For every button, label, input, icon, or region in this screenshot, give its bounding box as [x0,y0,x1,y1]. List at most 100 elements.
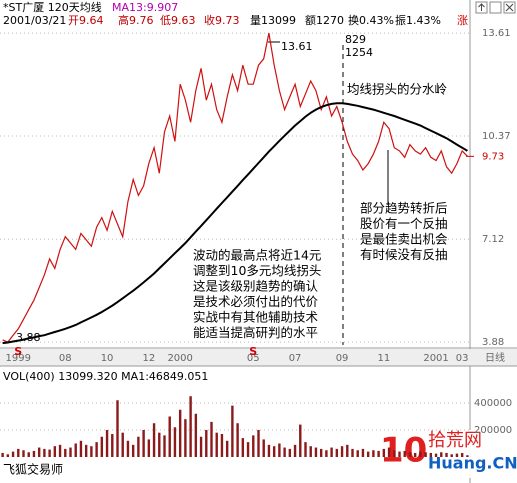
volume-bar [43,448,46,457]
date-band [0,349,517,366]
toolbar-button[interactable] [503,1,516,14]
price-line [2,32,468,343]
volume-bar [293,444,297,457]
volume-bar [215,432,218,457]
x-tick-label: 11 [377,353,390,364]
annotation: 调整到10多元均线拐头 [193,263,321,278]
watermark: 10 [380,431,427,471]
volume-bar [53,446,57,457]
volume-bar [450,454,453,457]
volume-bar [168,416,171,457]
annotation: 波动的最高点将近14元 [193,248,321,263]
quote-field: 换0.43% [348,13,394,27]
volume-bar [278,443,281,457]
volume-bar [325,450,328,457]
x-tick-label: 05 [247,353,260,364]
volume-bar [319,448,323,457]
volume-bar [387,447,391,457]
volume-bar [152,423,156,457]
volume-bar [116,400,119,457]
ma-label: MA13:9.907 [112,1,178,14]
volume-bar [356,450,359,457]
quote-field: 低9.63 [160,14,196,27]
volume-bar [194,413,198,457]
watermark: 拾荒网 [428,430,482,451]
volume-bar [32,450,36,457]
toolbar[interactable] [475,1,516,14]
volume-bar [6,454,10,457]
volume-bar [163,435,166,457]
volume-bar [64,448,67,457]
annotation: 有时候没有反抽 [360,247,448,262]
toolbar-button[interactable] [489,1,502,14]
event-marker: S [249,345,257,358]
volume-bar [434,453,438,457]
volume-bar [361,448,365,457]
volume-bar [27,452,30,457]
annotation: 股价有一个反抽 [360,216,448,231]
volume-bar [131,444,135,457]
volume-bar [377,450,380,457]
annotation: 能适当提高研判的水平 [193,325,318,340]
volume-bar [79,440,83,457]
volume-bar [178,409,182,457]
volume-bar [158,432,161,457]
volume-bar [272,446,276,457]
volume-bar [440,452,443,457]
x-tick-label: 03 [456,353,469,364]
y-tick-label: 10.37 [482,131,511,142]
volume-bar [413,452,417,457]
volume-bar [84,444,88,457]
volume-bar [126,440,130,457]
volume-bar [95,442,98,457]
x-tick-label: 1999 [6,353,31,364]
volume-bar [225,440,229,457]
watermark: Huang.CN [428,454,517,473]
volume-bar [142,429,145,457]
volume-bar [330,447,333,457]
volume-bar [382,448,386,457]
volume-bar [335,448,339,457]
quote-field: 高9.76 [118,13,154,27]
volume-bar [74,443,77,457]
period-label: 日线 [485,351,505,364]
annotation: 部分趋势转折后 [360,201,448,216]
volume-bar [304,442,307,457]
volume-bar [1,452,4,457]
volume-bar [90,446,93,457]
volume-bar [100,436,104,457]
ma-line [2,102,468,345]
y-tick-label: 13.61 [482,28,511,39]
volume-bar [17,448,20,457]
volume-bar [393,450,396,457]
volume-bar [121,432,124,457]
toolbar-button[interactable] [475,1,488,14]
x-tick-label: 10 [101,353,114,364]
volume-bar [257,429,260,457]
volume-bar [340,446,344,457]
volume-bar [398,451,401,457]
annotation: 829 [345,33,366,46]
volume-bar [314,447,318,457]
x-tick-label: 2001 [423,353,448,364]
volume-bar [408,452,412,457]
x-tick-label: 12 [142,353,155,364]
volume-bar [445,452,448,457]
quote-field: 收9.73 [204,13,240,27]
volume-bar [372,450,375,457]
volume-bar [69,447,72,457]
chart-title: *ST广厦 120天均线 [3,0,102,14]
volume-bar [236,423,239,457]
y-tick-label: 200000 [474,425,512,436]
volume-bar [199,436,203,457]
volume-bar [283,447,286,457]
x-tick-label: 09 [336,353,349,364]
icon [505,3,514,12]
volume-bar [262,439,265,457]
annotation: 13.61 [281,40,313,53]
y-tick-label: 3.88 [482,337,504,348]
volume-bar [299,424,302,457]
volume-bar [48,449,51,457]
volume-bar [424,452,427,457]
volume-bar [111,434,114,457]
